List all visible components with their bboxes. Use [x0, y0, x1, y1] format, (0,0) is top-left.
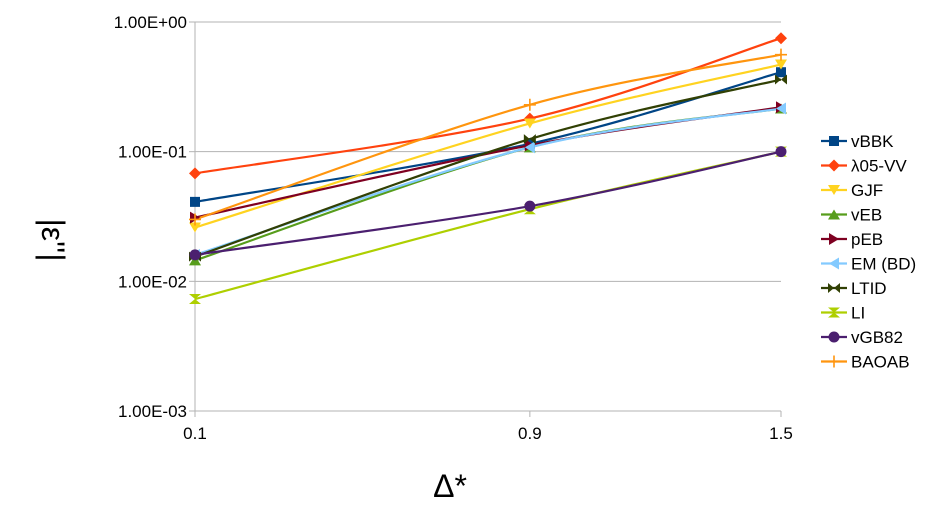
data-point-ltid — [781, 74, 787, 85]
legend-swatch-marker — [828, 159, 840, 172]
series-markers — [189, 32, 787, 305]
x-tick-labels: 0.1 0.9 1.5 — [183, 424, 793, 443]
y-tick-label: 1.00E-01 — [118, 143, 187, 162]
y-tick-label: 1.00E+00 — [114, 13, 187, 32]
data-point-baoab — [189, 213, 201, 226]
data-point-li — [189, 294, 201, 300]
data-point-vbbk — [776, 67, 786, 78]
legend-swatch-marker — [828, 307, 840, 313]
y-tick-label: 1.00E-02 — [118, 272, 187, 291]
series-line-veb — [194, 107, 782, 262]
x-axis-title: Δ* — [433, 468, 467, 504]
legend-item-peb: pEB — [821, 230, 883, 249]
legend-swatch-marker — [829, 136, 839, 146]
legend-item-vgb82: vGB82 — [821, 328, 903, 347]
data-point-ltid — [775, 74, 781, 85]
series-lines — [194, 37, 782, 301]
legend-label: LI — [851, 304, 865, 323]
series-line-peb — [194, 106, 782, 219]
x-tick-label: 1.5 — [769, 424, 793, 443]
data-point-ltid — [523, 134, 530, 145]
legend-label: EM (BD) — [851, 255, 916, 274]
axes — [189, 21, 782, 417]
data-point-vbbk — [190, 196, 200, 207]
x-tick-label: 0.1 — [183, 424, 207, 443]
series-line-vgb82 — [194, 150, 782, 256]
y-tick-label: 1.00E-03 — [118, 402, 187, 421]
series-line-gjf — [194, 63, 782, 229]
data-point-li — [523, 209, 536, 215]
legend: vBBK λ05-VV GJF vEB pEB EM (BD) LTID LI vGB82 BAO… — [821, 132, 916, 372]
legend-label: λ05-VV — [851, 157, 907, 176]
data-point-gjf — [523, 118, 536, 129]
legend-item-ltid: LTID — [821, 279, 887, 298]
data-point-05-vv — [189, 167, 201, 180]
legend-label: vGB82 — [851, 328, 903, 347]
legend-swatch-marker — [829, 233, 839, 245]
data-point-ltid — [529, 134, 536, 145]
series-line-baoab — [194, 53, 782, 221]
legend-swatch-marker — [829, 257, 839, 270]
y-axis-title: |ε''| — [35, 218, 71, 261]
legend-swatch-marker — [828, 185, 840, 195]
legend-swatch-marker — [834, 283, 840, 293]
x-tick-label: 0.9 — [518, 424, 542, 443]
data-point-veb — [189, 255, 201, 266]
data-point-vgb82 — [189, 249, 201, 261]
data-point-li — [189, 299, 201, 305]
legend-label: GJF — [851, 181, 883, 200]
data-point-gjf — [775, 59, 787, 70]
y-tick-labels: 1.00E-03 1.00E-02 1.00E-01 1.00E+00 — [114, 13, 187, 421]
gridlines — [195, 21, 781, 412]
data-point-baoab — [775, 48, 787, 61]
data-point-gjf — [189, 222, 201, 233]
legend-label: vEB — [851, 206, 882, 225]
legend-swatch-marker — [828, 209, 840, 220]
legend-item-vbbk: vBBK — [821, 132, 894, 151]
legend-item-em-bd: EM (BD) — [821, 255, 916, 274]
data-point-baoab — [523, 98, 536, 111]
data-point-05-vv — [775, 32, 787, 45]
legend-label: vBBK — [851, 132, 894, 151]
legend-label: LTID — [851, 279, 887, 298]
series-line-vbbk — [194, 71, 782, 203]
data-point-em-bd — [776, 102, 786, 115]
legend-item-gjf: GJF — [821, 181, 883, 200]
legend-swatch-marker — [828, 312, 840, 318]
legend-swatch-marker — [828, 355, 840, 368]
legend-item-05-vv: λ05-VV — [821, 157, 907, 176]
data-point-vgb82 — [524, 200, 536, 212]
legend-label: pEB — [851, 230, 883, 249]
data-point-em-bd — [524, 141, 535, 154]
legend-item-baoab: BAOAB — [821, 353, 910, 372]
legend-label: BAOAB — [851, 353, 910, 372]
legend-swatch-marker — [828, 331, 840, 343]
legend-item-li: LI — [821, 304, 865, 323]
data-point-vgb82 — [775, 146, 787, 158]
legend-item-veb: vEB — [821, 206, 882, 225]
legend-swatch-marker — [828, 283, 834, 293]
series-line-em-bd — [194, 107, 782, 256]
